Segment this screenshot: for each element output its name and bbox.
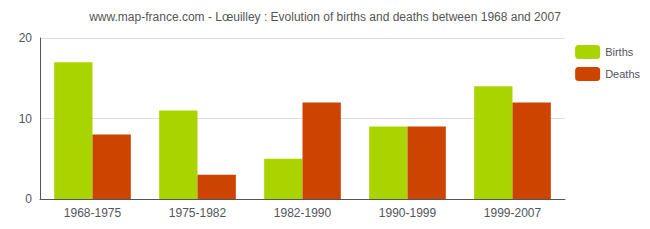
svg-text:20: 20	[19, 31, 33, 45]
svg-text:www.map-france.com - Lœuilley: www.map-france.com - Lœuilley : Evolutio…	[88, 10, 561, 24]
svg-text:1975-1982: 1975-1982	[169, 206, 227, 220]
svg-text:10: 10	[19, 112, 33, 126]
svg-text:1990-1999: 1990-1999	[379, 206, 437, 220]
svg-text:Deaths: Deaths	[605, 68, 640, 80]
svg-text:1968-1975: 1968-1975	[64, 206, 122, 220]
svg-text:1999-2007: 1999-2007	[484, 206, 542, 220]
svg-text:0: 0	[25, 192, 32, 206]
svg-text:1982-1990: 1982-1990	[274, 206, 332, 220]
svg-text:Births: Births	[605, 46, 634, 58]
